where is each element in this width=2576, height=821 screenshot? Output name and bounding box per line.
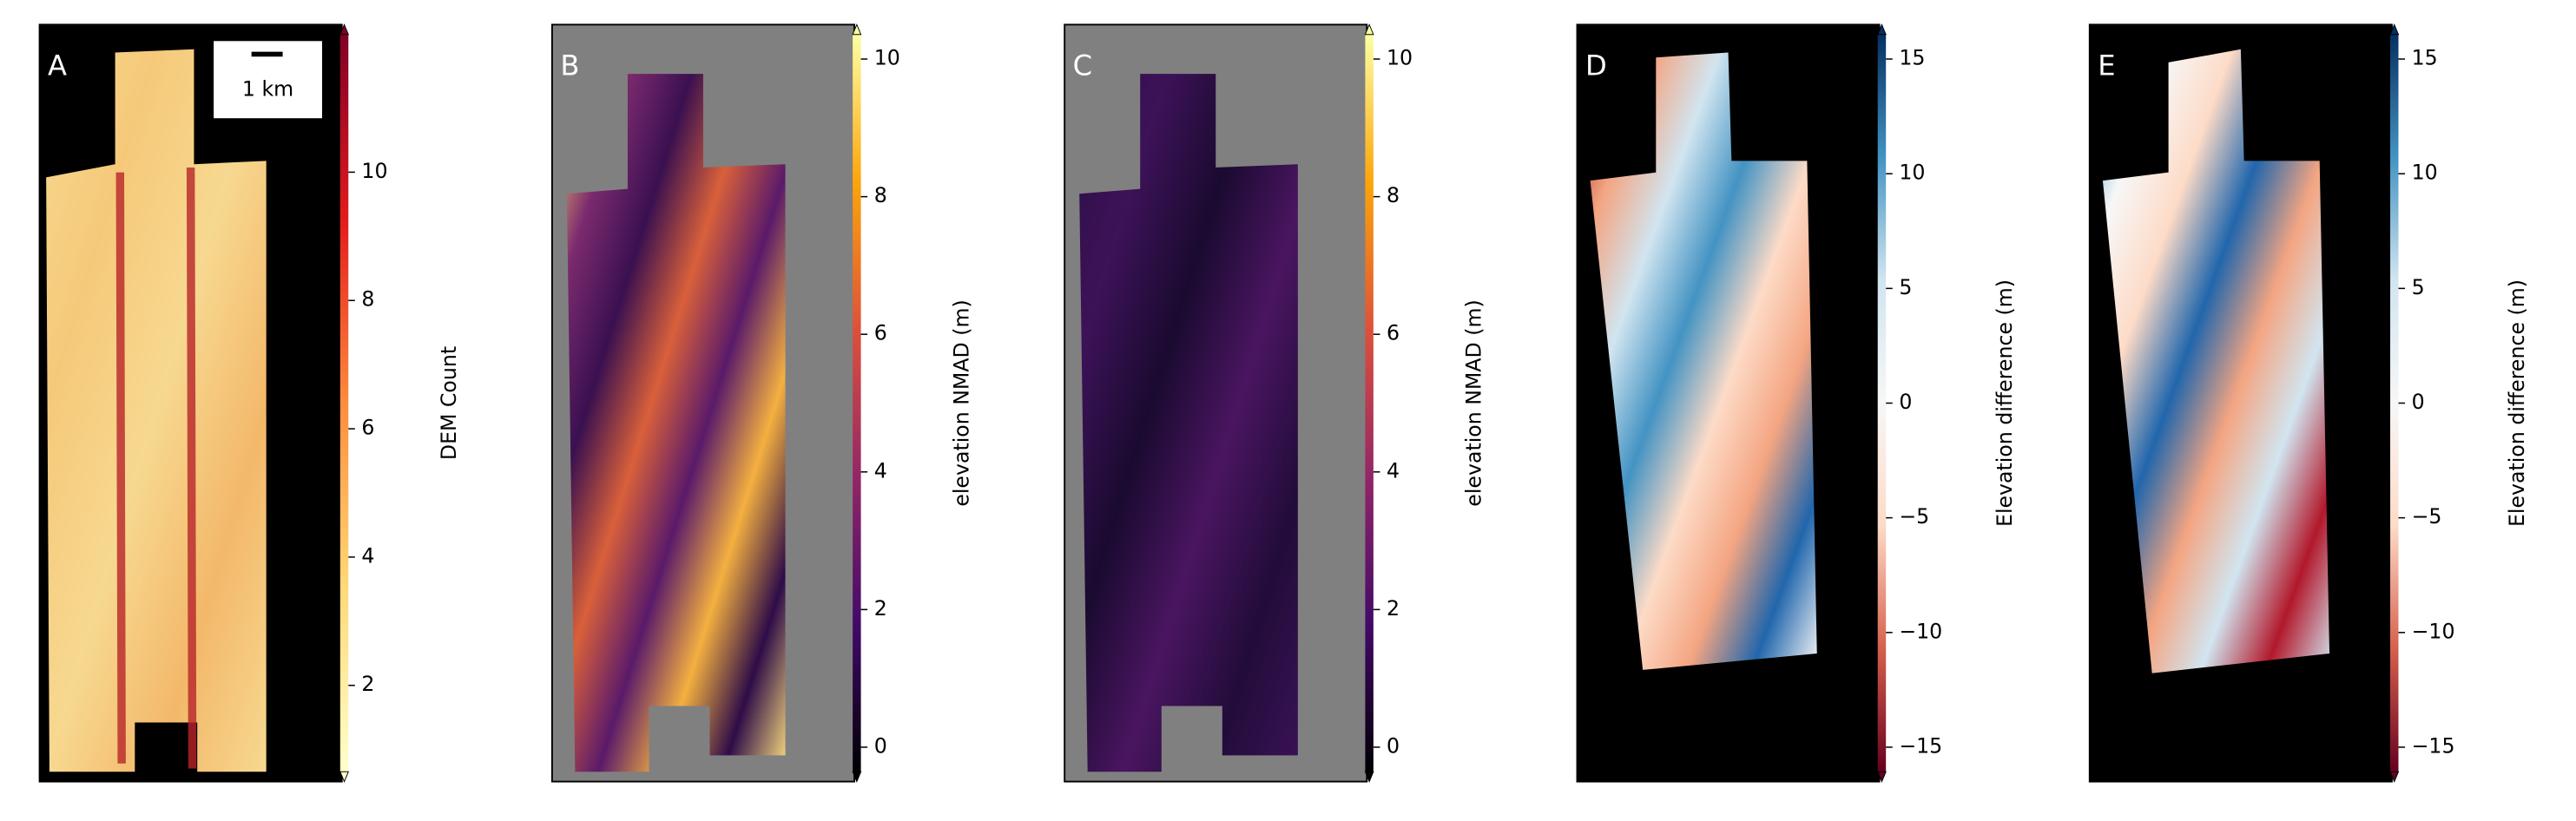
colorbar-tick-label: 5 — [2412, 275, 2425, 299]
colorbar-extend-top — [852, 23, 862, 36]
colorbar-extend-top — [1877, 23, 1887, 36]
colorbar-tick-label: 5 — [1899, 275, 1912, 299]
colorbar-tick-label: 2 — [874, 596, 887, 621]
colorbar-label: elevation NMAD (m) — [949, 299, 973, 506]
panel-label: E — [2098, 49, 2115, 82]
colorbar-tick-label: 2 — [1387, 596, 1400, 621]
colorbar-extend-bottom — [2389, 771, 2400, 783]
colorbar-tick-label: −10 — [2412, 619, 2455, 643]
colorbar-tick-label: 15 — [1899, 46, 1925, 70]
colorbar — [339, 34, 349, 772]
colorbar-tick-label: 10 — [874, 46, 900, 70]
colorbar-tick-label: 4 — [874, 458, 887, 483]
colorbar-tick-label: 10 — [2412, 161, 2438, 185]
colorbar-tick-label: 15 — [2412, 46, 2438, 70]
colorbar-extend-bottom — [339, 771, 349, 783]
colorbar-tick-label: 6 — [361, 416, 374, 440]
panel-label: C — [1073, 49, 1092, 82]
colorbar-label: elevation NMAD (m) — [1462, 299, 1486, 506]
colorbar-tick-label: 0 — [1899, 390, 1912, 414]
colorbar-tick-label: 10 — [361, 159, 387, 183]
colorbar-label: Elevation difference (m) — [1993, 279, 2017, 527]
colorbar-tick-label: 6 — [1387, 321, 1400, 345]
colorbar-extend-top — [2389, 23, 2400, 36]
colorbar-tick-label: 0 — [874, 733, 887, 758]
colorbar-tick-label: 8 — [874, 183, 887, 207]
colorbar-label: Elevation difference (m) — [2505, 279, 2529, 527]
overlap-stripe — [186, 167, 197, 769]
colorbar-tick-label: 0 — [1387, 733, 1400, 758]
colorbar-extend-top — [339, 23, 349, 36]
colorbar-tick-label: 8 — [1387, 183, 1400, 207]
colorbar-tick-label: −5 — [2412, 504, 2442, 529]
colorbar-extend-bottom — [1364, 771, 1374, 783]
raster-image — [2102, 49, 2330, 673]
colorbar — [2390, 34, 2399, 772]
raster-image — [46, 49, 267, 772]
colorbar-label: DEM Count — [437, 346, 461, 460]
colorbar-tick-label: −15 — [2412, 733, 2455, 758]
colorbar-tick-label: 4 — [361, 543, 374, 568]
colorbar-tick-label: 8 — [361, 287, 374, 312]
colorbar-extend-bottom — [1877, 771, 1887, 783]
panel-label: B — [560, 49, 579, 82]
panel-label: D — [1585, 49, 1607, 82]
colorbar-tick-label: −5 — [1899, 504, 1929, 529]
raster-image — [1590, 52, 1817, 670]
panel-label: A — [48, 49, 67, 82]
colorbar-tick-label: −10 — [1899, 619, 1942, 643]
colorbar-tick-label: 2 — [361, 672, 374, 696]
colorbar-extend-bottom — [852, 771, 862, 783]
overlap-stripe — [115, 172, 126, 764]
colorbar-tick-label: −15 — [1899, 733, 1942, 758]
colorbar-tick-label: 0 — [2412, 390, 2425, 414]
colorbar-tick-label: 4 — [1387, 458, 1400, 483]
raster-image — [566, 74, 786, 772]
colorbar — [1365, 34, 1374, 772]
colorbar-extend-top — [1364, 23, 1374, 36]
colorbar-tick-label: 10 — [1899, 161, 1925, 185]
colorbar — [853, 34, 861, 772]
scale-bar-label: 1 km — [242, 77, 293, 102]
colorbar-tick-label: 6 — [874, 321, 887, 345]
colorbar — [1877, 34, 1887, 772]
raster-image — [1079, 74, 1298, 772]
colorbar-tick-label: 10 — [1387, 46, 1413, 70]
